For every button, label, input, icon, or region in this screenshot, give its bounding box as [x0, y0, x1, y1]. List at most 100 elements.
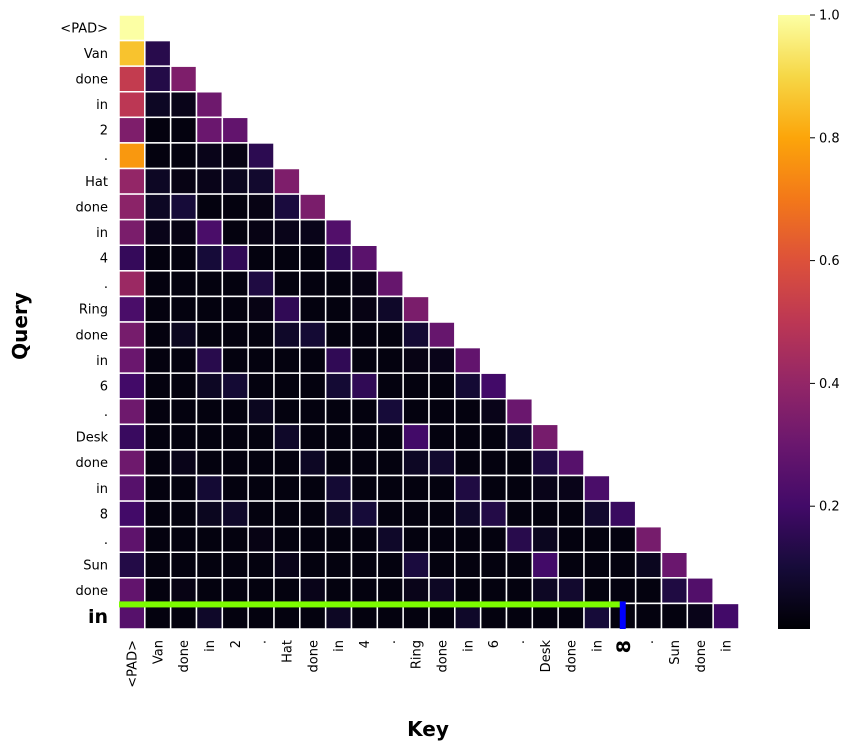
heatmap-cell [221, 295, 249, 323]
y-tick-label: Ring [79, 303, 108, 318]
heatmap-cell [169, 321, 198, 349]
x-tick-label: 6 [487, 640, 502, 648]
heatmap-cell [376, 551, 404, 579]
heatmap-cell [454, 346, 482, 374]
heatmap-cell [479, 525, 508, 554]
heatmap-cell [169, 142, 198, 170]
heatmap-cell [428, 398, 456, 426]
heatmap-cell [169, 91, 198, 119]
y-tick-label: . [104, 405, 108, 420]
heatmap-cell [531, 525, 559, 554]
heatmap-cell [402, 551, 430, 579]
key-highlight-line [619, 601, 626, 629]
heatmap-cell [118, 14, 146, 42]
heatmap-cell [273, 218, 301, 247]
heatmap-cell [118, 321, 146, 349]
heatmap-cell [118, 602, 146, 630]
heatmap-cell [169, 500, 198, 528]
heatmap-cell [583, 500, 611, 528]
heatmap-cell [557, 577, 585, 605]
heatmap-cell [531, 551, 559, 579]
heatmap-cell [299, 218, 327, 247]
x-tick-label: done [435, 640, 450, 672]
heatmap-cell [221, 474, 249, 502]
heatmap-cell [660, 551, 689, 579]
heatmap-cell [169, 346, 198, 374]
heatmap-cell [505, 551, 534, 579]
heatmap-cell [195, 218, 224, 247]
heatmap-cell [428, 474, 456, 502]
heatmap-cell [195, 525, 224, 554]
heatmap-cell [583, 525, 611, 554]
heatmap-cell [324, 449, 353, 477]
colorbar: 0.2 0.4 0.6 0.8 1.0 [778, 9, 840, 629]
heatmap-cell [660, 602, 689, 630]
heatmap-cell [324, 321, 353, 349]
heatmap-cell [195, 346, 224, 374]
heatmap-cell [660, 577, 689, 605]
heatmap-cell [428, 525, 456, 554]
heatmap-cell [221, 167, 249, 195]
heatmap-cell [583, 474, 611, 502]
heatmap-cell [454, 474, 482, 502]
x-tick-labels: <PAD> Van done in 2. Hat done in 4. Ring done in 6. D… [125, 640, 734, 688]
heatmap-cell [144, 270, 172, 298]
x-tick-label: 2 [229, 640, 244, 648]
heatmap-cell [299, 577, 327, 605]
heatmap-cell [221, 142, 249, 170]
heatmap-cell [376, 398, 404, 426]
heatmap-cell [479, 577, 508, 605]
heatmap-cell [634, 577, 663, 605]
heatmap-cell [350, 525, 379, 554]
heatmap-cell [247, 244, 275, 272]
colorbar-tick-label: 1.0 [819, 9, 840, 24]
x-tick-label: in [203, 640, 218, 652]
heatmap-cell [299, 525, 327, 554]
heatmap-cell [273, 167, 301, 195]
heatmap-cell [221, 193, 249, 221]
heatmap-cell [273, 346, 301, 374]
heatmap-cell [479, 500, 508, 528]
y-tick-label: done [76, 72, 108, 87]
y-tick-label: done [76, 584, 108, 599]
heatmap-cell [118, 346, 146, 374]
heatmap-cell [402, 423, 430, 451]
heatmap-cell [402, 321, 430, 349]
heatmap-cell [221, 346, 249, 374]
colorbar-ticks: 0.2 0.4 0.6 0.8 1.0 [810, 9, 840, 515]
heatmap-cell [144, 551, 172, 579]
heatmap-cell [247, 577, 275, 605]
heatmap-cell [324, 270, 353, 298]
heatmap-cell [221, 321, 249, 349]
heatmap-cell [557, 525, 585, 554]
heatmap-cell [221, 525, 249, 554]
heatmap-cell [350, 500, 379, 528]
y-tick-label: 6 [100, 379, 108, 394]
heatmap-cell [428, 577, 456, 605]
heatmap-cell [402, 398, 430, 426]
heatmap-cell [531, 602, 559, 630]
heatmap-cell [169, 167, 198, 195]
heatmap-cell [118, 551, 146, 579]
heatmap-cell [505, 449, 534, 477]
x-tick-label: 8 [613, 640, 635, 653]
heatmap-cell [350, 577, 379, 605]
heatmap-cell [402, 474, 430, 502]
heatmap-cell [299, 244, 327, 272]
heatmap-cell [350, 423, 379, 451]
heatmap-cell [609, 525, 637, 554]
heatmap-cell [247, 295, 275, 323]
heatmap-cell [118, 167, 146, 195]
heatmap-cell [273, 602, 301, 630]
heatmap-cell [428, 500, 456, 528]
x-tick-label: . [255, 640, 270, 644]
heatmap-cell [195, 500, 224, 528]
y-tick-label: 2 [100, 124, 108, 139]
heatmap-cell [144, 474, 172, 502]
y-tick-labels: <PAD> Van done in 2. Hat done in 4. Ring done in 6. D… [60, 21, 108, 628]
heatmap-cell [118, 577, 146, 605]
heatmap-cell [479, 372, 508, 400]
heatmap-cell [195, 116, 224, 144]
heatmap-cell [195, 474, 224, 502]
y-tick-label: 8 [100, 507, 108, 522]
